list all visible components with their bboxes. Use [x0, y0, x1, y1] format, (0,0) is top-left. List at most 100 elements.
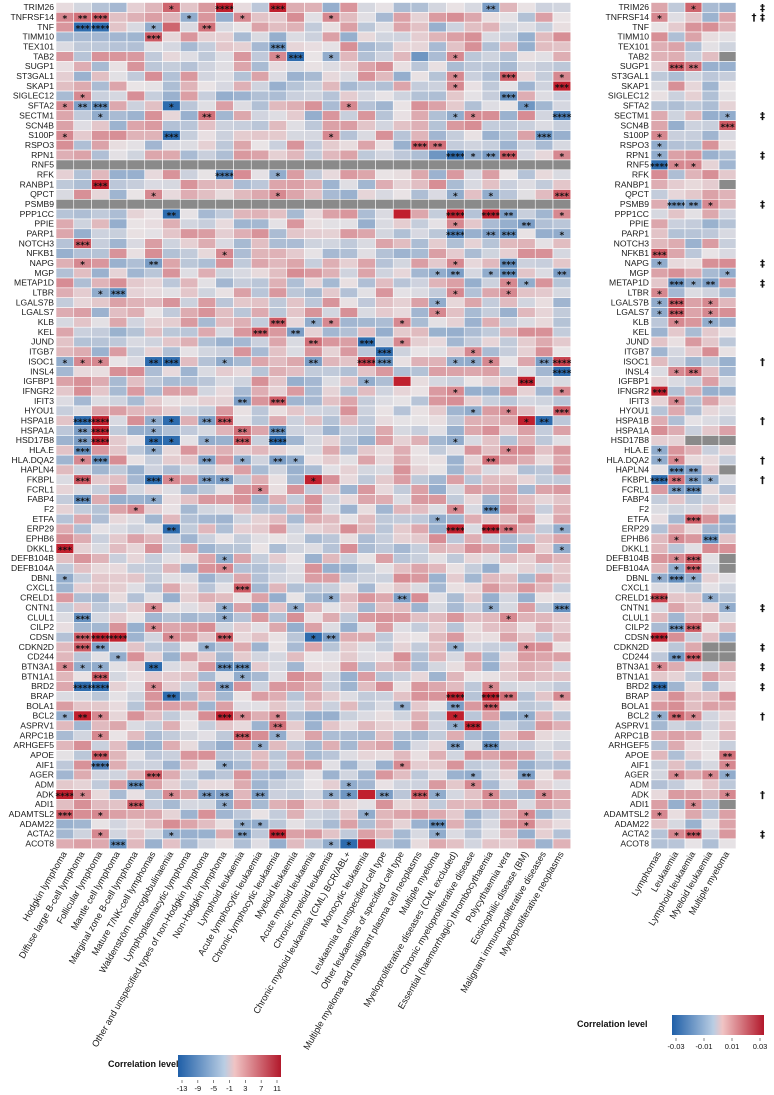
heatmap-cell	[108, 690, 128, 702]
heatmap-cell	[375, 651, 394, 663]
heatmap-cell	[428, 504, 447, 515]
heatmap-cell	[410, 415, 430, 426]
heatmap-cell	[286, 592, 305, 604]
heatmap-cell	[552, 661, 572, 672]
gene-label: MGP	[629, 268, 649, 278]
heatmap-cell	[392, 51, 412, 62]
heatmap-cell	[667, 809, 686, 820]
heatmap-cell	[233, 90, 252, 102]
heatmap-cell	[357, 130, 376, 141]
heatmap-cell	[499, 356, 518, 367]
significance-stars: ***	[484, 507, 498, 517]
heatmap-cell	[268, 513, 288, 525]
heatmap-cell	[162, 572, 181, 584]
heatmap-cell	[499, 120, 518, 131]
heatmap-cell	[286, 41, 305, 53]
gene-label: TNF	[632, 22, 649, 32]
heatmap-cell	[91, 139, 110, 151]
heatmap-cell	[375, 602, 394, 613]
heatmap-cell	[179, 139, 199, 151]
heatmap-cell	[392, 149, 412, 161]
heatmap-cell	[428, 572, 447, 584]
heatmap-cell	[73, 838, 92, 850]
heatmap-cell	[357, 612, 376, 623]
heatmap-cell	[233, 21, 252, 33]
heatmap-cell	[517, 258, 536, 269]
gene-label: HAPLN4	[616, 465, 650, 475]
heatmap-cell	[446, 169, 465, 180]
heatmap-cell	[357, 366, 376, 377]
heatmap-cell	[179, 690, 199, 702]
significance-stars: ***	[129, 782, 143, 792]
significance-stars: **	[433, 143, 443, 153]
heatmap-cell	[126, 690, 146, 702]
heatmap-cell	[357, 641, 376, 653]
heatmap-cell	[304, 612, 323, 623]
heatmap-cell	[250, 415, 270, 426]
heatmap-cell	[250, 395, 270, 407]
heatmap-cell	[375, 504, 394, 515]
heatmap-cell	[197, 523, 217, 535]
heatmap-cell	[286, 80, 305, 92]
heatmap-cell	[375, 326, 394, 338]
significance-mark: ‡	[760, 111, 765, 122]
heatmap-cell	[375, 671, 394, 682]
heatmap-cell	[463, 297, 483, 308]
heatmap-cell	[197, 464, 217, 476]
heatmap-cell	[250, 228, 270, 239]
significance-stars: ****	[215, 5, 234, 15]
significance-stars: *	[435, 517, 440, 527]
heatmap-cell	[321, 740, 341, 751]
heatmap-cell	[428, 238, 447, 249]
gene-label: KLB	[38, 317, 55, 327]
heatmap-cell	[215, 513, 234, 525]
heatmap-cell	[463, 671, 483, 682]
heatmap-cell	[463, 71, 483, 82]
heatmap-cell	[701, 12, 720, 23]
heatmap-cell	[357, 563, 376, 574]
significance-stars: ***	[235, 664, 249, 674]
heatmap-cell	[428, 326, 447, 338]
heatmap-cell	[375, 385, 394, 397]
heatmap-cell	[517, 189, 536, 200]
heatmap-cell	[701, 789, 720, 800]
heatmap-cell	[392, 218, 412, 230]
gene-label: TAB2	[33, 51, 54, 61]
heatmap-cell	[339, 710, 359, 722]
heatmap-cell	[108, 543, 128, 554]
heatmap-cell	[357, 631, 376, 643]
heatmap-cell	[108, 563, 128, 574]
heatmap-cell	[339, 317, 359, 328]
heatmap-cell	[375, 199, 394, 210]
heatmap-cell	[339, 464, 359, 476]
heatmap-cell	[73, 149, 92, 161]
heatmap-cell	[410, 720, 430, 731]
heatmap-cell	[463, 484, 483, 495]
heatmap-cell	[339, 120, 359, 131]
heatmap-cell	[339, 90, 359, 102]
heatmap-cell	[481, 631, 501, 643]
heatmap-cell	[410, 120, 430, 131]
heatmap-cell	[108, 464, 128, 476]
heatmap-cell	[286, 700, 305, 712]
heatmap-cell	[73, 366, 92, 377]
heatmap-cell	[268, 179, 288, 190]
heatmap-cell	[410, 641, 430, 653]
heatmap-cell	[534, 100, 554, 112]
heatmap-cell	[499, 435, 518, 446]
heatmap-cell	[268, 61, 288, 72]
heatmap-cell	[108, 818, 128, 830]
significance-stars: **	[202, 457, 212, 467]
heatmap-cell	[552, 100, 572, 112]
heatmap-cell	[233, 297, 252, 308]
heatmap-cell	[534, 631, 554, 643]
heatmap-cell	[108, 523, 128, 535]
significance-stars: ***	[360, 339, 374, 349]
heatmap-cell	[481, 218, 501, 230]
significance-stars: *	[222, 556, 227, 566]
heatmap-cell	[197, 71, 217, 82]
heatmap-cell	[392, 750, 412, 761]
heatmap-cell	[481, 720, 501, 731]
heatmap-cell	[126, 543, 146, 554]
heatmap-cell	[517, 553, 536, 564]
